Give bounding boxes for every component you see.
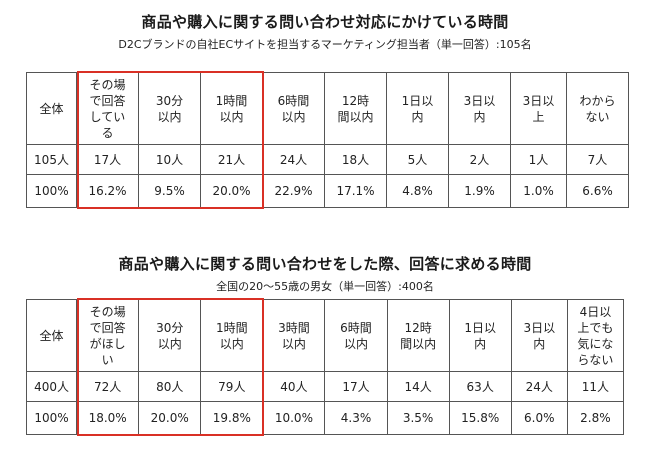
table2-header-cell: 全体 <box>25 299 78 372</box>
table2-percent-cell: 2.8% <box>566 401 625 435</box>
table1-percent-cell: 20.0% <box>200 174 263 208</box>
table2-count-cell: 14人 <box>386 371 450 402</box>
table1-subtitle: D2Cブランドの自社ECサイトを担当するマーケティング担当者（単一回答）:105… <box>118 38 532 51</box>
table2-percent-cell: 15.8% <box>448 401 512 435</box>
table1-header-cell: 3日以上 <box>510 72 567 145</box>
table1-count-cell: 17人 <box>76 144 139 175</box>
table2-count-cell: 40人 <box>262 371 326 402</box>
table2-header-cell: 3時間 以内 <box>262 299 326 372</box>
table1-percent-cell: 4.8% <box>386 174 449 208</box>
table2: 全体 その場 で回答 がほしい 30分 以内 1時間 以内 3時間 以内 6時間 以内 12… <box>25 299 625 435</box>
table1-percent-row: 100% 16.2% 9.5% 20.0% 22.9% 17.1% 4.8% 1… <box>26 174 629 208</box>
table1-header-cell: その場 で回答 している <box>76 72 139 145</box>
table1-percent-cell: 16.2% <box>76 174 139 208</box>
table2-header-cell: その場 で回答 がほしい <box>76 299 140 372</box>
table2-count-cell: 400人 <box>25 371 78 402</box>
table1-header-cell: 30分 以内 <box>138 72 201 145</box>
table1-percent-cell: 9.5% <box>138 174 201 208</box>
table2-percent-cell: 18.0% <box>76 401 140 435</box>
table2-header-cell: 12時 間以内 <box>386 299 450 372</box>
table2-subtitle: 全国の20～55歳の男女（単一回答）:400名 <box>216 280 434 293</box>
table1-percent-cell: 100% <box>26 174 77 208</box>
table1-count-cell: 2人 <box>448 144 511 175</box>
table1-percent-cell: 17.1% <box>324 174 387 208</box>
table1-header-cell: 1日以内 <box>386 72 449 145</box>
table2-percent-cell: 19.8% <box>200 401 264 435</box>
table1-percent-cell: 1.9% <box>448 174 511 208</box>
table2-percent-cell: 4.3% <box>324 401 388 435</box>
table1-count-cell: 7人 <box>566 144 629 175</box>
table2-count-cell: 63人 <box>448 371 512 402</box>
table1-count-cell: 105人 <box>26 144 77 175</box>
table1-count-cell: 18人 <box>324 144 387 175</box>
table1: 全体 その場 で回答 している 30分 以内 1時間 以内 6時間 以内 12時 間以内 1… <box>26 72 629 208</box>
table1-header-row: 全体 その場 で回答 している 30分 以内 1時間 以内 6時間 以内 12時 間以内 1… <box>26 72 629 145</box>
table2-count-cell: 11人 <box>566 371 625 402</box>
table2-header-cell: 6時間 以内 <box>324 299 388 372</box>
table2-header-cell: 4日以 上でも 気にな らない <box>566 299 625 372</box>
table1-header-cell: 12時 間以内 <box>324 72 387 145</box>
table2-percent-cell: 3.5% <box>386 401 450 435</box>
table2-header-cell: 1時間 以内 <box>200 299 264 372</box>
table1-header-cell: わから ない <box>566 72 629 145</box>
table2-count-cell: 80人 <box>138 371 202 402</box>
table1-title: 商品や購入に関する問い合わせ対応にかけている時間 <box>141 13 509 31</box>
table2-header-row: 全体 その場 で回答 がほしい 30分 以内 1時間 以内 3時間 以内 6時間 以内 12… <box>25 299 625 372</box>
table1-percent-cell: 6.6% <box>566 174 629 208</box>
table1-count-cell: 24人 <box>262 144 325 175</box>
table2-percent-cell: 100% <box>25 401 78 435</box>
table2-header-cell: 30分 以内 <box>138 299 202 372</box>
table1-header-cell: 全体 <box>26 72 77 145</box>
table1-header-cell: 6時間 以内 <box>262 72 325 145</box>
table2-header-cell: 3日以内 <box>510 299 568 372</box>
table2-header-cell: 1日以内 <box>448 299 512 372</box>
table2-percent-cell: 10.0% <box>262 401 326 435</box>
table1-count-row: 105人 17人 10人 21人 24人 18人 5人 2人 1人 7人 <box>26 144 629 175</box>
table1-header-cell: 1時間 以内 <box>200 72 263 145</box>
table2-percent-cell: 6.0% <box>510 401 568 435</box>
table2-percent-cell: 20.0% <box>138 401 202 435</box>
table2-count-cell: 17人 <box>324 371 388 402</box>
table1-count-cell: 1人 <box>510 144 567 175</box>
table2-count-cell: 24人 <box>510 371 568 402</box>
table2-percent-row: 100% 18.0% 20.0% 19.8% 10.0% 4.3% 3.5% 1… <box>25 401 625 435</box>
table1-percent-cell: 1.0% <box>510 174 567 208</box>
table1-percent-cell: 22.9% <box>262 174 325 208</box>
table1-count-cell: 10人 <box>138 144 201 175</box>
table2-count-cell: 79人 <box>200 371 264 402</box>
table2-title: 商品や購入に関する問い合わせをした際、回答に求める時間 <box>118 255 532 273</box>
table2-count-row: 400人 72人 80人 79人 40人 17人 14人 63人 24人 11人 <box>25 371 625 402</box>
table1-count-cell: 5人 <box>386 144 449 175</box>
table1-count-cell: 21人 <box>200 144 263 175</box>
table1-header-cell: 3日以内 <box>448 72 511 145</box>
table2-count-cell: 72人 <box>76 371 140 402</box>
